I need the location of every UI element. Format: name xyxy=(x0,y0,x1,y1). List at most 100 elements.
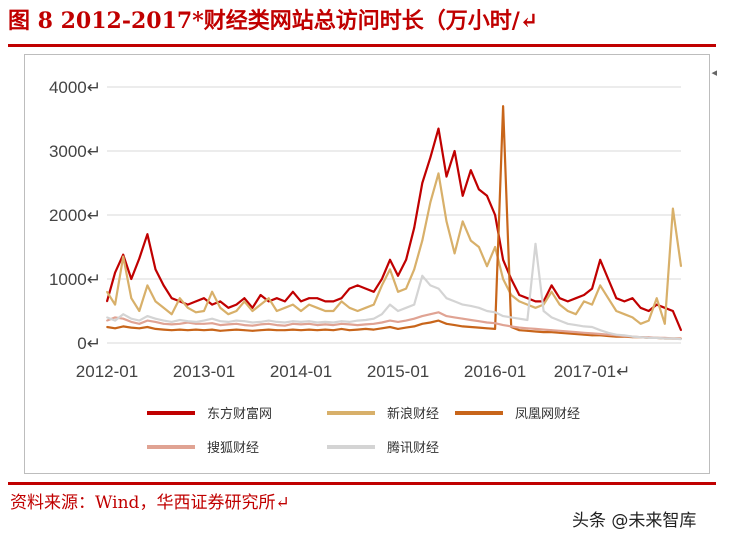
data-point xyxy=(550,284,553,287)
data-point xyxy=(138,319,141,322)
data-point xyxy=(429,313,432,316)
data-point xyxy=(308,297,310,300)
data-point xyxy=(284,329,286,332)
data-point xyxy=(340,297,343,300)
data-point xyxy=(114,327,116,330)
series-line-3 xyxy=(106,105,681,340)
data-point xyxy=(526,329,529,332)
data-point xyxy=(178,297,181,300)
data-point xyxy=(211,317,214,320)
data-point xyxy=(607,278,610,280)
data-point xyxy=(227,323,230,326)
data-point xyxy=(259,321,262,323)
data-point xyxy=(332,321,335,324)
data-point xyxy=(203,322,205,325)
data-point xyxy=(461,303,464,306)
data-point xyxy=(364,287,367,290)
data-point xyxy=(494,328,496,330)
data-point xyxy=(478,188,480,191)
data-point xyxy=(178,328,181,331)
data-point xyxy=(558,319,561,322)
data-point xyxy=(566,310,569,312)
data-point xyxy=(672,207,674,210)
data-point xyxy=(364,323,367,326)
data-point xyxy=(130,326,133,329)
data-point xyxy=(518,317,521,320)
data-point xyxy=(154,317,157,320)
data-point xyxy=(170,329,173,332)
data-point xyxy=(195,328,197,331)
data-point xyxy=(558,329,561,332)
data-point xyxy=(308,322,310,325)
source-divider xyxy=(8,482,716,485)
data-point xyxy=(583,300,585,303)
data-point xyxy=(316,329,319,332)
data-point xyxy=(583,294,585,296)
data-point xyxy=(235,310,238,312)
data-point xyxy=(364,328,367,330)
data-point xyxy=(453,300,456,303)
data-point xyxy=(316,306,319,309)
data-point xyxy=(631,316,634,319)
source-note: 资料来源：Wind，华西证券研究所↵ xyxy=(10,493,290,513)
data-point xyxy=(251,329,254,332)
data-point xyxy=(461,220,464,223)
data-point xyxy=(663,337,666,340)
data-point xyxy=(316,297,319,300)
legend-label: 新浪财经 xyxy=(387,406,439,422)
data-point xyxy=(356,328,359,331)
data-point xyxy=(122,255,125,258)
data-point xyxy=(534,330,537,333)
data-point xyxy=(413,303,416,306)
data-point xyxy=(413,226,416,229)
data-point xyxy=(195,311,197,314)
data-point xyxy=(332,324,335,326)
data-point xyxy=(421,315,424,317)
data-point xyxy=(526,297,529,300)
data-point xyxy=(340,322,343,325)
data-point xyxy=(639,322,642,325)
data-point xyxy=(631,335,634,338)
data-point xyxy=(308,328,310,331)
title-divider xyxy=(8,44,716,47)
data-point xyxy=(518,294,521,296)
data-point xyxy=(623,313,626,316)
data-point xyxy=(364,319,367,321)
data-point xyxy=(591,332,593,335)
legend-label: 凤凰网财经 xyxy=(515,407,580,422)
data-point xyxy=(219,329,222,332)
data-point xyxy=(591,303,593,306)
data-point xyxy=(558,303,561,306)
data-point xyxy=(647,319,650,322)
data-point xyxy=(639,306,642,309)
data-point xyxy=(429,201,432,204)
data-point xyxy=(421,182,424,184)
data-point xyxy=(647,310,650,312)
data-point xyxy=(631,297,634,300)
data-point xyxy=(267,297,270,300)
data-point xyxy=(655,303,658,306)
data-point xyxy=(284,321,286,324)
data-point xyxy=(429,321,432,324)
data-point xyxy=(502,315,504,317)
data-point xyxy=(114,303,116,306)
data-point xyxy=(324,310,327,312)
data-point xyxy=(623,334,626,337)
data-point xyxy=(332,300,335,303)
data-point xyxy=(372,303,375,306)
data-point xyxy=(146,233,149,236)
data-point xyxy=(510,316,513,319)
data-point xyxy=(405,326,407,329)
data-point xyxy=(259,294,262,296)
data-point xyxy=(300,321,302,323)
data-point xyxy=(162,328,165,331)
data-point xyxy=(170,297,173,300)
data-point xyxy=(542,310,545,312)
data-point xyxy=(324,323,327,326)
data-point xyxy=(558,297,561,300)
data-point xyxy=(195,322,197,325)
data-point xyxy=(340,328,343,330)
data-point xyxy=(372,317,375,320)
data-point xyxy=(162,319,165,322)
data-point xyxy=(566,300,569,303)
